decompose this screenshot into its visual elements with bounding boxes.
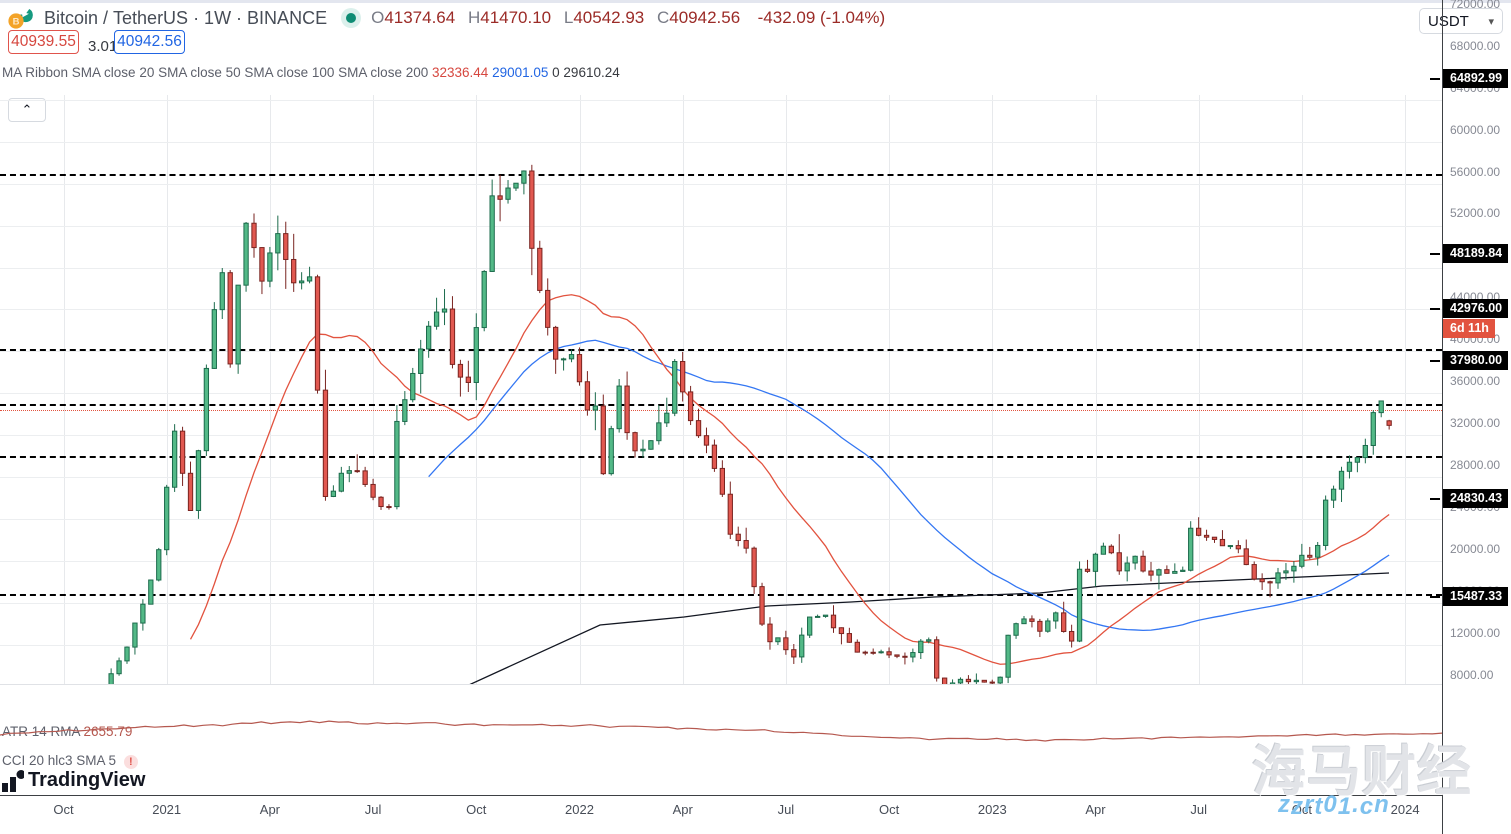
svg-text:B: B <box>13 17 20 28</box>
